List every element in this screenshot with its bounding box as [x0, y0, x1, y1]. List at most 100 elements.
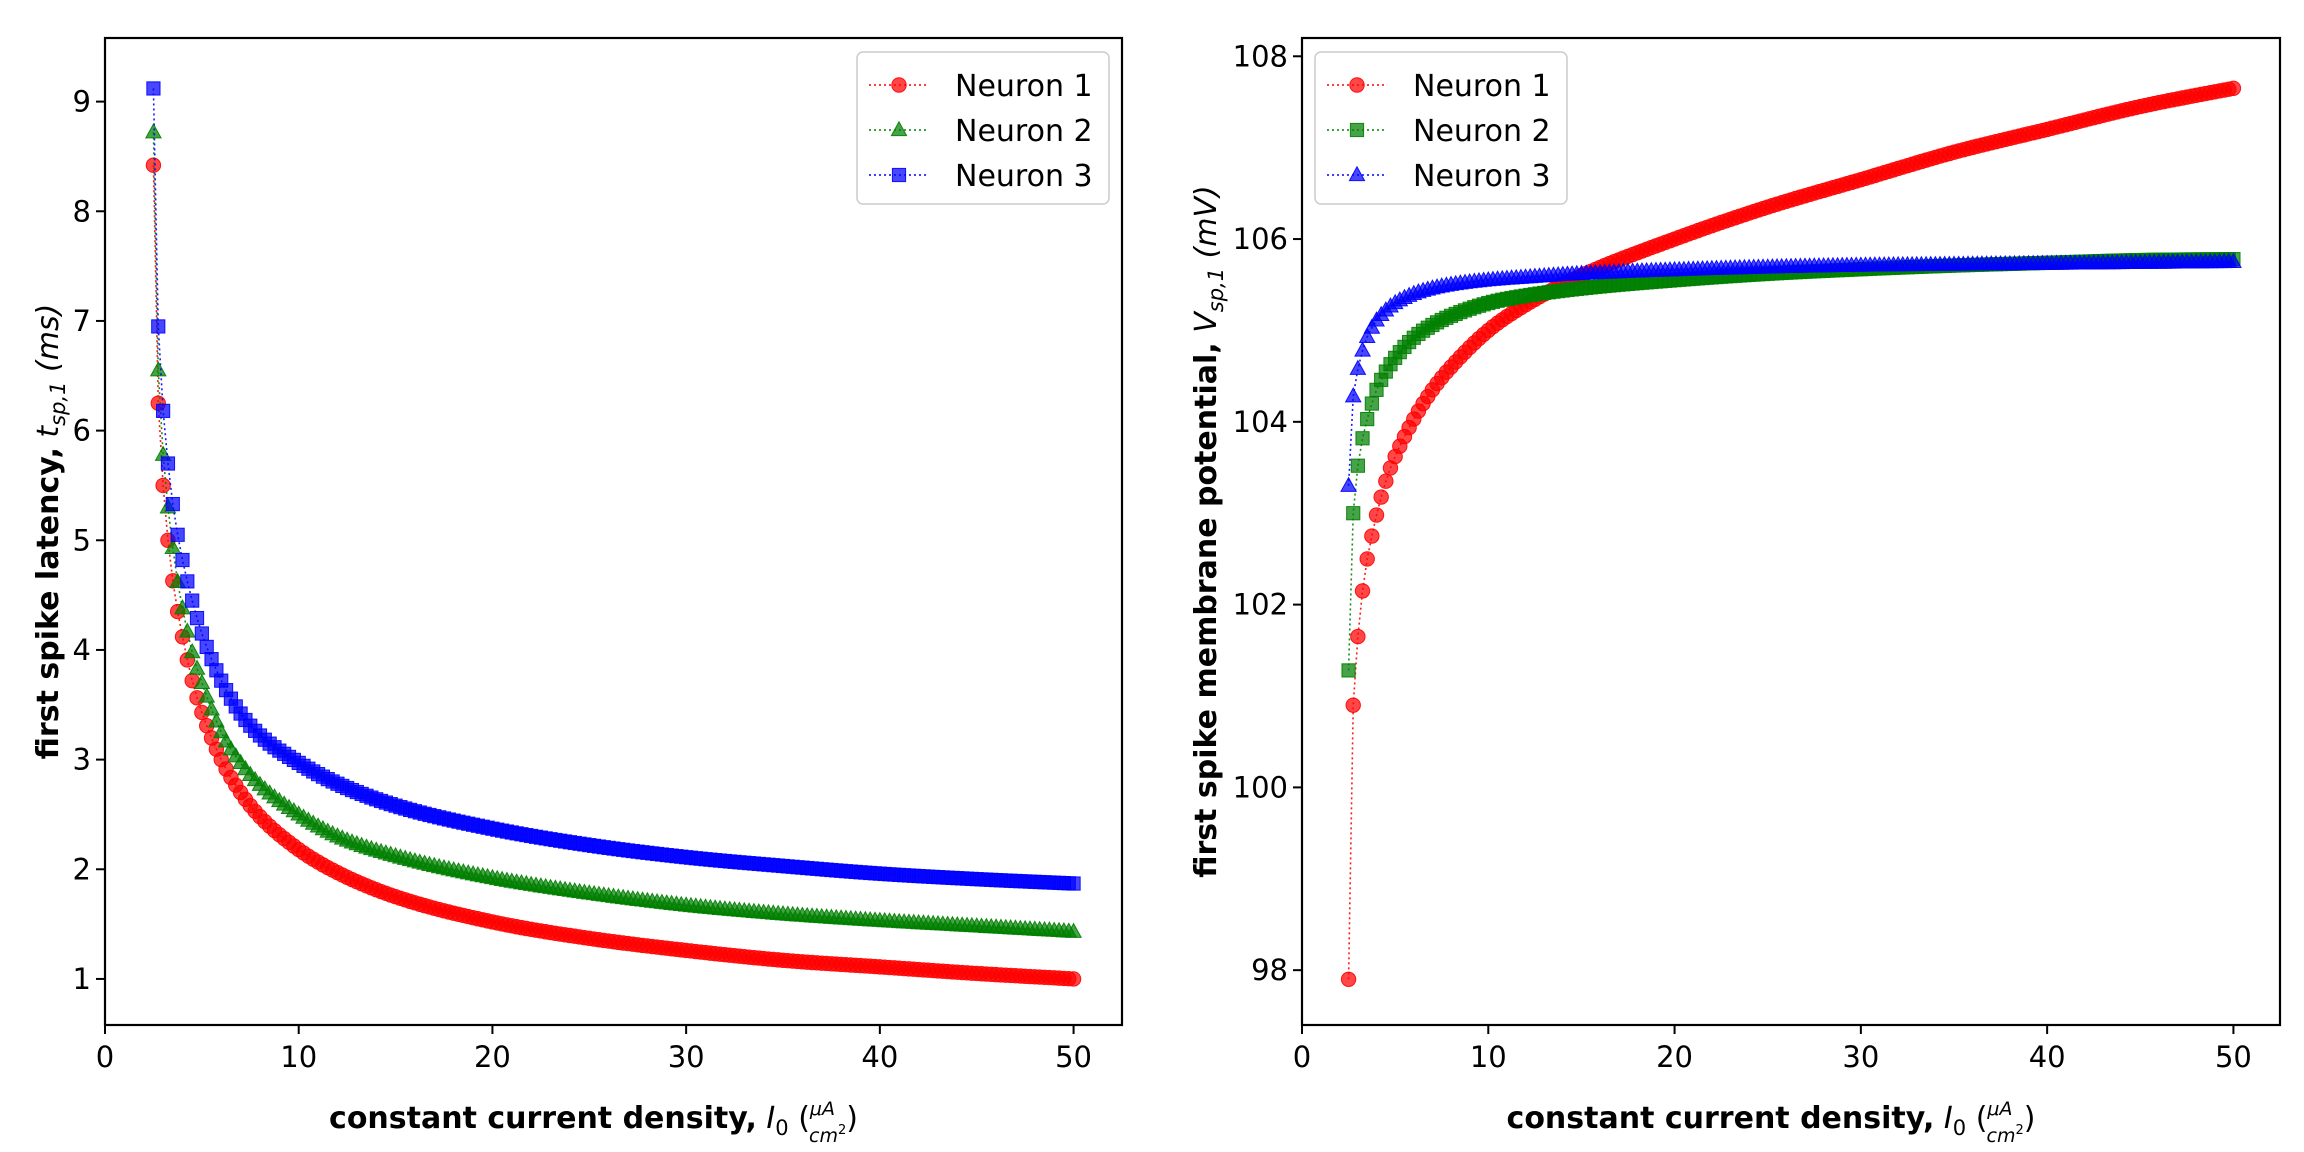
data-point [151, 319, 166, 334]
x-tick-label: 20 [1656, 1040, 1693, 1074]
legend-marker [890, 120, 908, 137]
data-point [146, 81, 161, 96]
legend-marker [1349, 122, 1365, 138]
data-point [1346, 506, 1361, 521]
legend-label: Neuron 1 [1413, 69, 1551, 104]
series-line [1347, 87, 2234, 980]
data-point [198, 687, 216, 703]
data-point [160, 456, 176, 471]
data-point [207, 712, 225, 728]
data-point [2225, 80, 2242, 96]
series-line [1347, 261, 2234, 486]
data-point [1368, 507, 1385, 523]
data-point [203, 700, 220, 716]
data-point [1373, 489, 1389, 505]
legend-marker [1348, 165, 1366, 182]
data-point [178, 622, 196, 638]
data-point [155, 477, 171, 494]
x-tick-label: 40 [2029, 1040, 2066, 1074]
y-tick-label: 106 [1233, 222, 1288, 256]
data-point [1358, 327, 1376, 343]
y-tick-label: 7 [73, 304, 91, 338]
data-point [185, 593, 200, 608]
legend-label: Neuron 2 [1413, 114, 1551, 149]
data-point [144, 123, 162, 139]
data-point [2224, 252, 2242, 269]
legend: Neuron 1 Neuron 2 Neuron 3 [1314, 51, 1568, 205]
data-point [194, 626, 209, 641]
data-point [145, 157, 162, 173]
data-point [149, 361, 167, 377]
x-tick-label: 10 [280, 1040, 317, 1074]
x-axis-label: constant current density, I0 (μA cm2) [329, 1098, 858, 1147]
y-tick-label: 5 [73, 523, 91, 557]
series-1 [1340, 80, 2242, 988]
legend: Neuron 1 Neuron 2 Neuron 3 [856, 51, 1110, 205]
y-tick-label: 9 [73, 85, 91, 119]
data-point [165, 496, 180, 512]
legend-label: Neuron 2 [955, 114, 1093, 149]
data-point [1350, 628, 1366, 645]
y-tick-label: 8 [73, 194, 91, 228]
x-tick-label: 10 [1470, 1040, 1507, 1074]
x-tick-label: 40 [861, 1040, 898, 1074]
data-point [199, 639, 214, 655]
plot-frame [103, 36, 1124, 1027]
plot-frame [1300, 36, 2282, 1027]
y-tick-label: 104 [1233, 405, 1288, 439]
data-point [1378, 473, 1394, 489]
series-2 [1341, 252, 2241, 678]
legend-item: Neuron 2 [869, 114, 1093, 149]
data-point [188, 659, 206, 675]
data-point [1341, 663, 1356, 678]
data-point [193, 673, 211, 689]
legend-marker [891, 167, 907, 183]
data-point [175, 552, 190, 568]
x-axis-label: constant current density, I0 (μA cm2) [1507, 1098, 2036, 1147]
x-tick-label: 0 [1293, 1040, 1311, 1074]
legend-label: Neuron 3 [955, 159, 1093, 194]
data-point [1349, 359, 1367, 375]
data-point [1360, 411, 1375, 427]
data-point [189, 611, 205, 626]
x-tick-label: 30 [668, 1040, 705, 1074]
x-tick-label: 50 [2215, 1040, 2252, 1074]
data-point [1340, 476, 1358, 492]
legend-item: Neuron 1 [1327, 69, 1551, 104]
legend-label: Neuron 3 [1413, 159, 1551, 194]
data-point [1364, 396, 1379, 411]
legend-box [856, 51, 1110, 205]
y-tick-label: 1 [73, 962, 91, 996]
legend-label: Neuron 1 [955, 69, 1093, 104]
series-1 [145, 157, 1082, 987]
y-tick-label: 2 [73, 852, 91, 886]
data-point [1364, 528, 1380, 544]
y-tick-label: 102 [1233, 588, 1288, 622]
data-point [156, 403, 171, 418]
data-point [170, 527, 185, 542]
legend-item: Neuron 1 [869, 69, 1093, 104]
data-point [1344, 387, 1362, 403]
y-tick-label: 108 [1233, 39, 1288, 73]
data-point [1345, 697, 1361, 713]
series-line [1347, 258, 2234, 671]
data-point [164, 538, 182, 555]
data-point [183, 642, 201, 659]
x-tick-label: 50 [1055, 1040, 1092, 1074]
x-tick-label: 0 [96, 1040, 114, 1074]
y-axis-label: first spike membrane potential, Vsp,1 (m… [1189, 185, 1228, 878]
data-point [1355, 431, 1370, 446]
data-point [1066, 876, 1081, 891]
legend-item: Neuron 3 [869, 159, 1093, 194]
data-point [1065, 971, 1082, 987]
data-point [180, 574, 195, 589]
legend-box [1314, 51, 1568, 205]
y-tick-label: 98 [1251, 953, 1288, 987]
series-3 [146, 81, 1081, 891]
x-tick-label: 20 [474, 1040, 511, 1074]
data-point [1350, 458, 1365, 473]
y-tick-label: 3 [73, 743, 91, 777]
legend-marker [1349, 77, 1365, 93]
data-point [1354, 341, 1371, 357]
